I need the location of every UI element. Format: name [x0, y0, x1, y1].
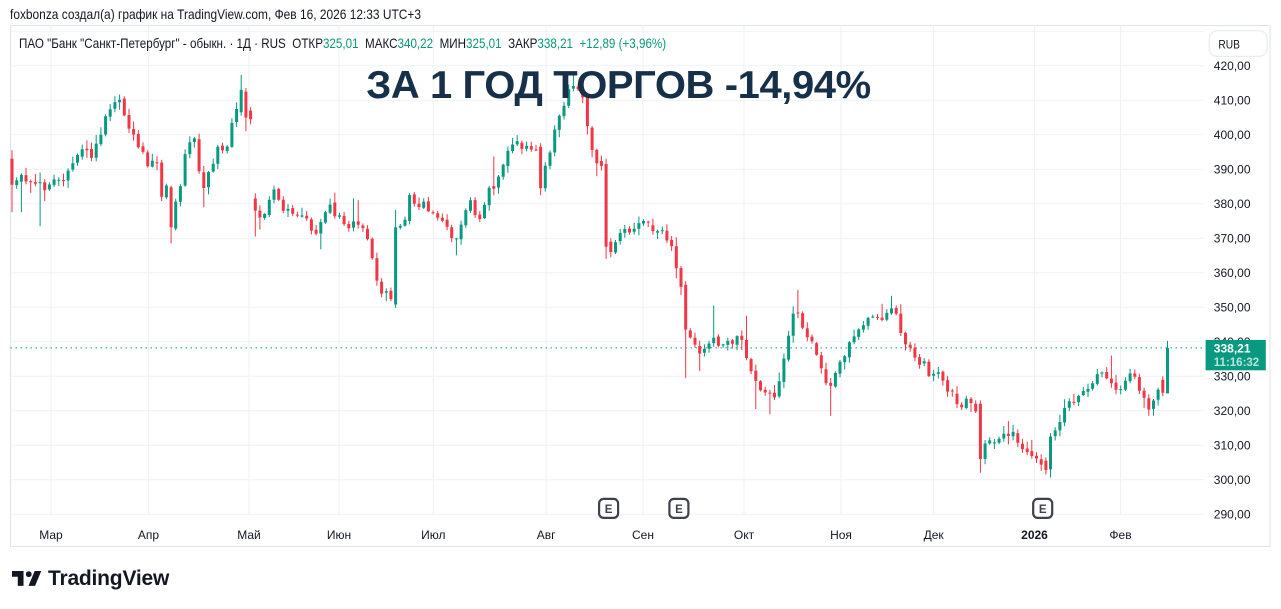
svg-text:Дек: Дек [924, 528, 945, 542]
svg-text:400,00: 400,00 [1214, 128, 1251, 142]
svg-text:420,00: 420,00 [1214, 59, 1251, 73]
svg-text:290,00: 290,00 [1214, 507, 1251, 521]
svg-text:410,00: 410,00 [1214, 93, 1251, 107]
svg-text:370,00: 370,00 [1214, 231, 1251, 245]
svg-text:338,21: 338,21 [1214, 341, 1251, 355]
svg-text:330,00: 330,00 [1214, 369, 1251, 383]
svg-text:Мар: Мар [39, 528, 63, 542]
svg-text:Фев: Фев [1109, 528, 1131, 542]
svg-text:E: E [1039, 504, 1047, 516]
svg-text:300,00: 300,00 [1214, 473, 1251, 487]
svg-text:390,00: 390,00 [1214, 162, 1251, 176]
svg-text:Июл: Июл [421, 528, 445, 542]
svg-text:2026: 2026 [1021, 528, 1048, 542]
svg-text:Окт: Окт [734, 528, 755, 542]
svg-text:360,00: 360,00 [1214, 266, 1251, 280]
svg-text:320,00: 320,00 [1214, 404, 1251, 418]
svg-text:310,00: 310,00 [1214, 438, 1251, 452]
svg-text:380,00: 380,00 [1214, 197, 1251, 211]
svg-text:350,00: 350,00 [1214, 300, 1251, 314]
svg-text:Май: Май [237, 528, 261, 542]
svg-text:E: E [605, 504, 613, 516]
svg-text:Ноя: Ноя [830, 528, 852, 542]
svg-text:E: E [675, 504, 683, 516]
svg-text:Авг: Авг [537, 528, 556, 542]
svg-text:RUB: RUB [1218, 38, 1240, 52]
svg-text:Июн: Июн [327, 528, 351, 542]
svg-text:Сен: Сен [632, 528, 654, 542]
svg-text:Апр: Апр [138, 528, 160, 542]
svg-text:11:16:32: 11:16:32 [1214, 357, 1259, 369]
